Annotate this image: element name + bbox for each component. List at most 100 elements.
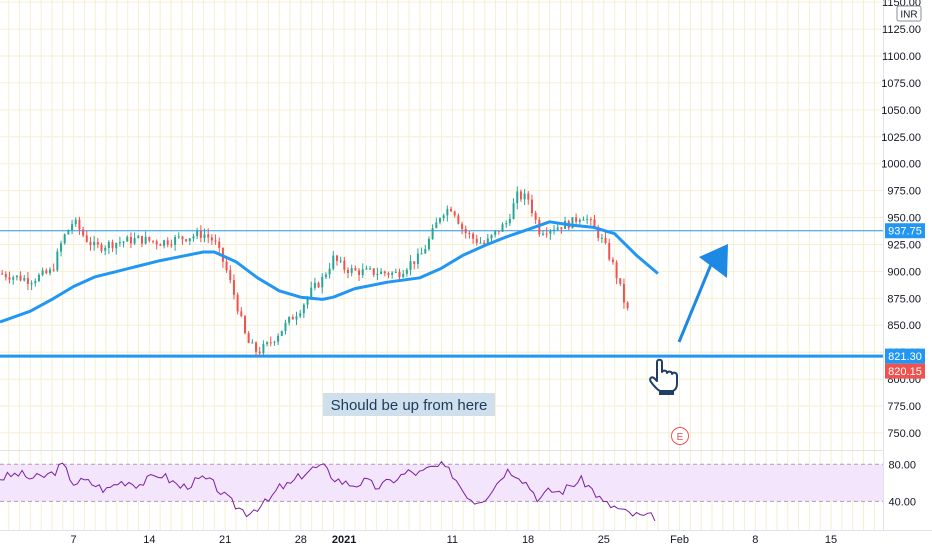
candle-body bbox=[589, 219, 592, 221]
rsi-band bbox=[0, 464, 883, 502]
candle-body bbox=[291, 316, 294, 320]
candle-body bbox=[104, 247, 107, 251]
candle-body bbox=[37, 274, 40, 282]
candle-body bbox=[74, 219, 77, 225]
candle-body bbox=[26, 278, 29, 284]
candle-body bbox=[604, 237, 607, 243]
candle-body bbox=[494, 230, 497, 235]
moving-average-layer bbox=[0, 220, 659, 324]
price-tick-label: 850.00 bbox=[887, 320, 921, 332]
candle-body bbox=[288, 316, 291, 323]
candle-body bbox=[372, 268, 375, 275]
price-axis[interactable]: 1150.00 1125.00 1100.00 1075.00 1050.00 1025.… bbox=[881, 0, 921, 508]
candle-body bbox=[210, 237, 213, 241]
candle-body bbox=[442, 215, 445, 219]
candle-body bbox=[137, 235, 140, 239]
candle-body bbox=[508, 218, 511, 224]
candle-body bbox=[229, 270, 232, 281]
candle-body bbox=[427, 238, 430, 249]
candle-body bbox=[343, 260, 346, 270]
earnings-marker-label: E bbox=[677, 432, 684, 443]
candle-body bbox=[93, 242, 96, 246]
candle-body bbox=[100, 244, 103, 251]
candle-body bbox=[542, 233, 545, 235]
candle-body bbox=[560, 227, 563, 229]
candle-body bbox=[619, 278, 622, 284]
candle-body bbox=[611, 259, 614, 263]
time-tick-label: 11 bbox=[447, 534, 458, 546]
candle-body bbox=[89, 241, 92, 246]
time-tick-label: 15 bbox=[825, 534, 837, 546]
earnings-marker[interactable]: E bbox=[671, 427, 689, 445]
candle-body bbox=[317, 282, 320, 288]
candle-body bbox=[243, 316, 246, 334]
candle-body bbox=[472, 233, 475, 239]
candle-body bbox=[600, 237, 603, 239]
price-tick-label: 1125.00 bbox=[882, 24, 921, 36]
price-tick-label: 1150.00 bbox=[882, 0, 921, 9]
candle-body bbox=[34, 281, 37, 284]
candle-body bbox=[236, 294, 239, 312]
time-tick-label: 25 bbox=[598, 534, 610, 546]
candle-body bbox=[23, 278, 26, 281]
candle-body bbox=[1, 273, 4, 275]
candle-body bbox=[258, 351, 261, 354]
price-tick-label: 925.00 bbox=[887, 239, 921, 251]
candle-body bbox=[391, 272, 394, 275]
currency-badge[interactable]: INR bbox=[896, 5, 922, 22]
time-tick-label: 2021 bbox=[332, 534, 356, 546]
candle-body bbox=[177, 236, 180, 238]
candle-body bbox=[468, 232, 471, 234]
up-arrow-icon bbox=[677, 244, 728, 343]
candle-body bbox=[582, 219, 585, 221]
candle-body bbox=[133, 238, 136, 244]
candle-body bbox=[321, 276, 324, 288]
candle-body bbox=[490, 234, 493, 239]
candle-body bbox=[479, 242, 482, 244]
candle-body bbox=[181, 236, 184, 240]
candle-body bbox=[450, 208, 453, 212]
candle-body bbox=[155, 241, 158, 245]
currency-label: INR bbox=[900, 10, 917, 21]
moving-average-line bbox=[0, 220, 659, 324]
callout-text: Should be up from here bbox=[331, 397, 488, 414]
candle-body bbox=[188, 238, 191, 242]
candle-body bbox=[615, 262, 618, 279]
price-tick-label: 1100.00 bbox=[882, 51, 921, 63]
candle-body bbox=[115, 243, 118, 249]
candle-body bbox=[332, 255, 335, 269]
time-tick-label: 18 bbox=[522, 534, 534, 546]
candle-body bbox=[586, 219, 589, 221]
price-tick-label: 975.00 bbox=[887, 186, 921, 198]
candle-body bbox=[71, 224, 74, 231]
candle-body bbox=[512, 203, 515, 219]
candle-body bbox=[578, 219, 581, 222]
candle-body bbox=[446, 208, 449, 216]
candle-body bbox=[152, 240, 155, 242]
candle-body bbox=[420, 253, 423, 255]
candle-body bbox=[118, 242, 121, 244]
time-tick-label: 21 bbox=[219, 534, 231, 546]
candle-body bbox=[516, 191, 519, 204]
candle-body bbox=[527, 193, 530, 200]
candle-body bbox=[48, 269, 51, 274]
candle-body bbox=[530, 199, 533, 213]
candle-body bbox=[361, 269, 364, 276]
price-tick-label: 1025.00 bbox=[881, 132, 921, 144]
candle-body bbox=[438, 218, 441, 223]
candle-body bbox=[60, 243, 63, 252]
time-tick-label: 14 bbox=[143, 534, 155, 546]
rsi-tick-label: 40.00 bbox=[888, 496, 916, 508]
candle-body bbox=[575, 217, 578, 222]
time-axis[interactable]: 7 14 21 28 2021 11 18 25 Feb 8 15 bbox=[71, 534, 838, 546]
candle-body bbox=[214, 240, 217, 242]
candle-body bbox=[163, 240, 166, 246]
rsi-tick-label: 80.00 bbox=[888, 459, 916, 471]
callout-note[interactable]: Should be up from here bbox=[323, 393, 495, 416]
candle-body bbox=[398, 271, 401, 278]
candle-body bbox=[159, 244, 162, 246]
time-tick-label: Feb bbox=[670, 534, 689, 546]
rsi-pane bbox=[0, 460, 883, 522]
candle-body bbox=[310, 287, 313, 298]
